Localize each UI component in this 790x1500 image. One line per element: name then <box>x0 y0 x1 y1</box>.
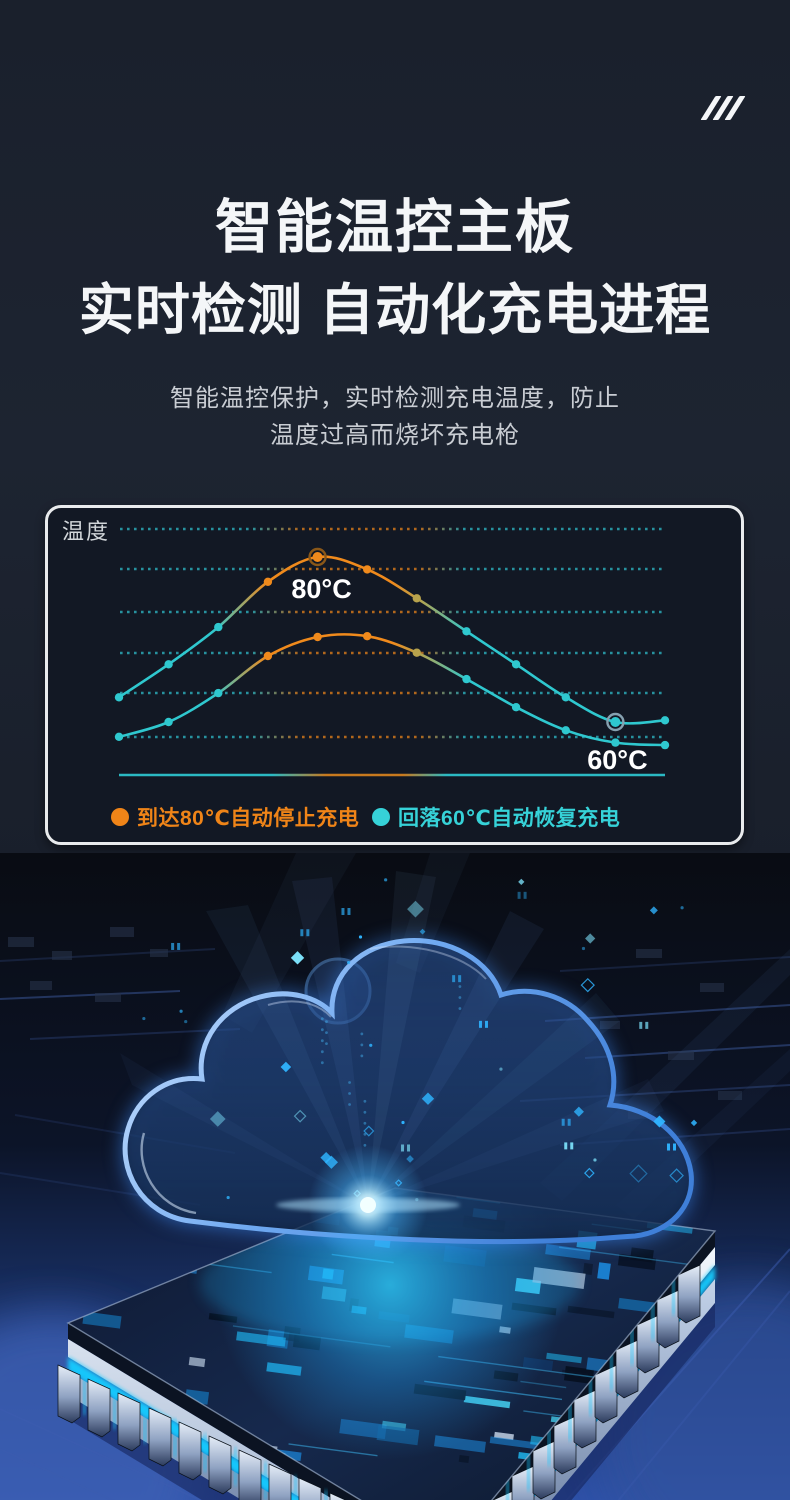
data-point <box>660 716 670 725</box>
data-point <box>462 627 471 636</box>
chart-y-axis-label: 温度 <box>62 519 111 544</box>
legend-dot-orange <box>111 808 129 826</box>
data-point <box>611 738 620 747</box>
light-rays <box>120 871 664 1205</box>
legend-dot-teal <box>372 808 390 826</box>
data-point <box>214 622 223 632</box>
data-point <box>214 688 223 698</box>
data-point <box>412 648 421 657</box>
temperature-chart-panel: 温度 <box>45 505 744 845</box>
curve-series-1 <box>117 633 667 747</box>
light-flare <box>276 1145 460 1265</box>
temperature-chart-canvas: 80°C 60°C <box>114 527 670 777</box>
data-point <box>561 693 570 702</box>
legend-label-resume: 回落60℃自动恢复充电 <box>398 807 621 830</box>
data-point <box>363 632 372 641</box>
data-point <box>511 660 521 669</box>
data-point <box>561 726 570 735</box>
data-point <box>511 703 521 712</box>
legend-item-resume-charging: 回落60℃自动恢复充电 <box>372 802 620 832</box>
point-label: 80°C <box>291 574 351 604</box>
marker-ring <box>308 547 327 567</box>
subtitle-line-1: 智能温控保护，实时检测充电温度，防止 <box>170 385 620 412</box>
glass-cloud <box>122 938 694 1245</box>
marker-ring <box>606 712 625 732</box>
data-point <box>462 674 471 684</box>
triple-slash-icon <box>700 96 746 120</box>
data-point <box>313 632 322 642</box>
data-point <box>412 594 421 603</box>
legend-label-stop: 到达80℃自动停止充电 <box>137 807 360 830</box>
curve-series-0 <box>117 555 667 725</box>
subtitle-line-2: 温度过高而烧坏充电枪 <box>270 422 520 449</box>
cloud-chip-illustration <box>0 853 790 1500</box>
data-point <box>164 717 173 727</box>
point-label: 60°C <box>587 745 647 775</box>
data-point <box>164 660 173 669</box>
data-point <box>263 651 273 661</box>
chip-pins <box>57 1264 701 1500</box>
page-title: 智能温控主板 实时检测 自动化充电进程 <box>0 186 790 350</box>
title-line-1: 智能温控主板 <box>214 195 575 260</box>
illustration-canvas <box>0 853 790 1500</box>
page-subtitle: 智能温控保护，实时检测充电温度，防止 温度过高而烧坏充电枪 <box>0 380 790 454</box>
data-point <box>114 693 124 702</box>
marker-dot <box>610 717 621 727</box>
title-line-2: 实时检测 自动化充电进程 <box>78 279 712 341</box>
cloud-outline <box>122 938 694 1245</box>
data-point <box>660 740 670 750</box>
data-point <box>263 577 273 586</box>
data-point <box>114 732 124 741</box>
legend-item-stop-charging: 到达80℃自动停止充电 <box>111 802 359 832</box>
marker-dot <box>312 552 323 562</box>
data-point <box>363 565 372 574</box>
